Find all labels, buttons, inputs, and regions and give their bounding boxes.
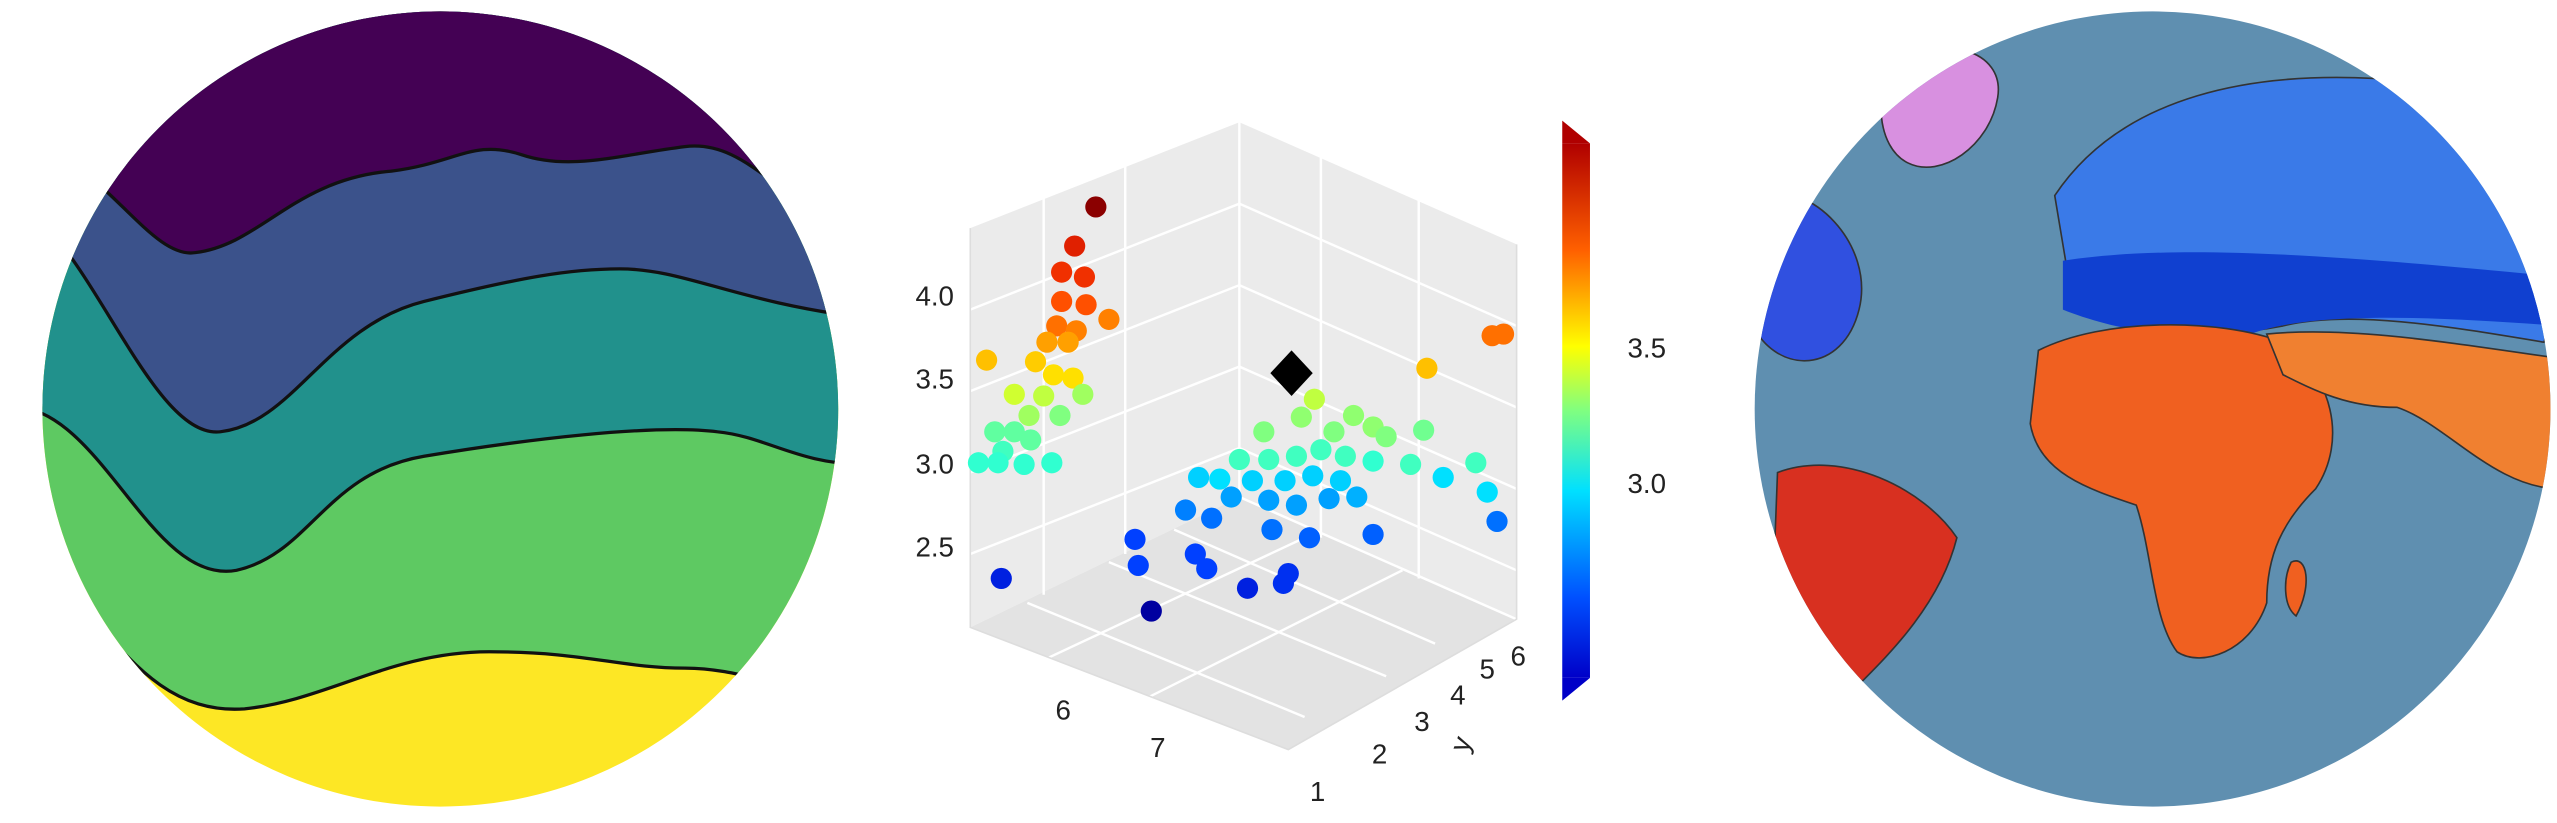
point — [1342, 404, 1365, 427]
y-tick-label: 1 — [1310, 776, 1325, 807]
point — [1064, 235, 1086, 257]
point — [1049, 404, 1071, 427]
point — [1274, 470, 1296, 492]
point — [1413, 419, 1435, 441]
point — [975, 349, 998, 371]
point — [1085, 196, 1107, 218]
point — [1062, 367, 1084, 389]
point — [1492, 323, 1515, 345]
africa — [2029, 323, 2334, 659]
point — [984, 421, 1006, 443]
point — [1253, 421, 1275, 443]
point — [1024, 351, 1047, 373]
point — [1362, 450, 1384, 472]
point — [1302, 465, 1324, 487]
point — [1140, 600, 1162, 622]
point — [1174, 499, 1197, 521]
point — [1272, 572, 1294, 594]
point — [1399, 453, 1422, 475]
point — [1258, 448, 1280, 471]
point — [1220, 486, 1242, 508]
point — [1310, 439, 1332, 461]
y-tick-label: 5 — [1480, 654, 1495, 685]
point — [1003, 383, 1025, 405]
point — [1258, 489, 1280, 511]
point — [1051, 290, 1073, 313]
point — [1042, 364, 1065, 386]
point — [1072, 383, 1094, 405]
point — [1362, 523, 1384, 546]
globe — [1754, 11, 2551, 807]
y-tick-label: 4 — [1450, 680, 1465, 711]
point — [1303, 388, 1325, 410]
point — [1041, 452, 1063, 474]
point — [1228, 448, 1250, 471]
y-tick-label: 3 — [1414, 706, 1429, 737]
point — [1323, 421, 1345, 443]
point — [1209, 468, 1231, 490]
point — [1046, 315, 1068, 337]
point — [987, 452, 1009, 474]
point — [1432, 466, 1454, 489]
point — [1013, 453, 1035, 475]
stream-circle — [42, 11, 839, 807]
point — [1285, 445, 1308, 467]
point — [1098, 308, 1120, 330]
point — [1285, 494, 1308, 516]
y-axis-label: y — [1444, 732, 1478, 756]
point — [1051, 261, 1073, 283]
z-tick-label: 2.5 — [915, 531, 954, 562]
point — [1298, 527, 1321, 549]
point — [1073, 266, 1096, 288]
point — [1486, 510, 1508, 533]
point — [1187, 466, 1210, 489]
point — [1124, 528, 1146, 550]
point — [1018, 404, 1040, 427]
y-tick-label: 6 — [1511, 641, 1526, 672]
point — [1036, 331, 1058, 353]
point — [967, 452, 990, 474]
colorbar-tick-label: 3.5 — [1627, 333, 1666, 364]
point — [1033, 385, 1055, 407]
point — [1057, 331, 1079, 353]
box-edge — [969, 228, 1518, 751]
point — [1201, 507, 1223, 529]
colorbar-cap — [1562, 120, 1590, 144]
point — [990, 567, 1012, 590]
x-tick-label: 7 — [1150, 732, 1165, 763]
scatter-3d: 4.0 3.5 3.0 2.5 6 7 1 2 3 4 5 6 y 3.5 3.… — [915, 120, 1666, 807]
eurasia-band — [2062, 252, 2551, 337]
point — [1416, 357, 1438, 379]
colorbar-tick-label: 3.0 — [1627, 468, 1666, 499]
point — [1184, 543, 1206, 565]
point — [1241, 470, 1264, 492]
point — [1465, 452, 1487, 474]
z-tick-label: 3.0 — [915, 448, 954, 479]
madagascar — [2284, 560, 2307, 618]
point — [1075, 294, 1097, 316]
arabia-india — [2265, 331, 2551, 490]
point — [1346, 486, 1368, 508]
point — [1334, 445, 1356, 467]
point — [1290, 406, 1312, 428]
colorbar — [1562, 143, 1590, 678]
y-tick-label: 2 — [1372, 738, 1387, 769]
z-tick-label: 4.0 — [915, 281, 954, 312]
point — [1329, 470, 1352, 492]
colorbar-cap — [1562, 677, 1590, 701]
x-tick-label: 6 — [1056, 694, 1071, 725]
point — [1375, 426, 1397, 448]
point — [1236, 577, 1259, 599]
z-tick-label: 3.5 — [915, 364, 954, 395]
points — [967, 196, 1515, 622]
point — [1261, 518, 1283, 541]
point — [1127, 554, 1149, 577]
point — [1020, 429, 1042, 451]
point — [1476, 481, 1498, 503]
point — [1196, 558, 1218, 580]
point — [1318, 488, 1340, 510]
point — [1003, 421, 1025, 443]
